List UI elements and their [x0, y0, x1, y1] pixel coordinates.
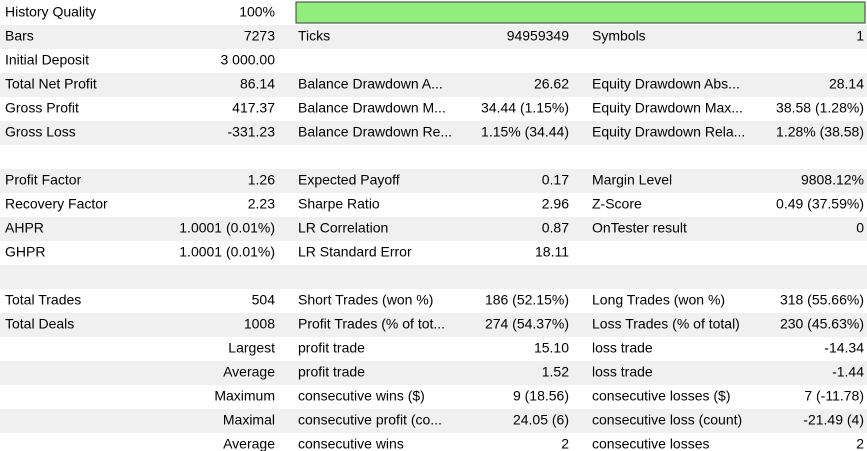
- label: Recovery Factor: [5, 196, 108, 212]
- value: 1008: [244, 316, 275, 332]
- label: LR Standard Error: [298, 244, 412, 260]
- label: Initial Deposit: [5, 52, 89, 68]
- value: 2.23: [248, 196, 275, 212]
- value: 18.11: [535, 244, 569, 260]
- label: Gross Profit: [5, 100, 79, 116]
- value: 0.87: [542, 220, 569, 236]
- value: 318 (55.66%): [780, 292, 864, 308]
- value: 38.58 (1.28%): [776, 100, 864, 116]
- value: 1.52: [542, 364, 569, 380]
- label: loss trade: [592, 364, 653, 380]
- label: consecutive profit (co...: [298, 412, 442, 428]
- label: Balance Drawdown A...: [298, 76, 443, 92]
- label: profit trade: [298, 364, 365, 380]
- row-shade: [0, 409, 867, 433]
- value: 7273: [244, 28, 275, 44]
- label: Sharpe Ratio: [298, 196, 380, 212]
- value: Maximal: [223, 412, 275, 428]
- value: 274 (54.37%): [485, 316, 569, 332]
- value: 2.96: [542, 196, 569, 212]
- value: 15.10: [534, 340, 569, 356]
- value: 94959349: [507, 28, 570, 44]
- label: Loss Trades (% of total): [592, 316, 740, 332]
- label: Z-Score: [592, 196, 642, 212]
- label: Symbols: [592, 28, 646, 44]
- label: Total Deals: [5, 316, 74, 332]
- label: GHPR: [5, 244, 45, 260]
- label: consecutive wins ($): [298, 388, 425, 404]
- value: 1.28% (38.58): [776, 124, 864, 140]
- value: 7 (-11.78): [804, 388, 864, 404]
- value: 9 (18.56): [513, 388, 569, 404]
- value: 2: [856, 436, 864, 451]
- label: History Quality: [5, 4, 96, 20]
- value: 3 000.00: [221, 52, 276, 68]
- quality-bar: [295, 1, 866, 24]
- row-shade: [0, 217, 867, 241]
- row-shade: [0, 265, 867, 289]
- label: Long Trades (won %): [592, 292, 725, 308]
- value: 0.49 (37.59%): [776, 196, 864, 212]
- value: Average: [223, 364, 275, 380]
- label: consecutive losses ($): [592, 388, 731, 404]
- value: 2: [561, 436, 569, 451]
- value: 34.44 (1.15%): [481, 100, 569, 116]
- value: 1.0001 (0.01%): [179, 220, 275, 236]
- label: Ticks: [298, 28, 330, 44]
- value: 1.26: [248, 172, 275, 188]
- label: LR Correlation: [298, 220, 388, 236]
- row-shade: [0, 313, 867, 337]
- row-shade: [0, 121, 867, 145]
- value: 186 (52.15%): [485, 292, 569, 308]
- label: AHPR: [5, 220, 44, 236]
- value: Maximum: [214, 388, 275, 404]
- label: Total Trades: [5, 292, 81, 308]
- label: Profit Trades (% of tot...: [298, 316, 445, 332]
- label: Short Trades (won %): [298, 292, 433, 308]
- value: -1.44: [832, 364, 864, 380]
- value: Largest: [228, 340, 275, 356]
- value: 0.17: [542, 172, 569, 188]
- label: Bars: [5, 28, 34, 44]
- label: Expected Payoff: [298, 172, 400, 188]
- label: consecutive loss (count): [592, 412, 742, 428]
- value: 0: [856, 220, 864, 236]
- value: -21.49 (4): [803, 412, 864, 428]
- value: 1.0001 (0.01%): [179, 244, 275, 260]
- label: Equity Drawdown Abs...: [592, 76, 740, 92]
- label: consecutive wins: [298, 436, 404, 451]
- value: 9808.12%: [801, 172, 864, 188]
- label: Total Net Profit: [5, 76, 97, 92]
- label: Profit Factor: [5, 172, 82, 188]
- row-shade: [0, 169, 867, 193]
- value: 100%: [239, 4, 275, 20]
- row-shade: [0, 361, 867, 385]
- row-shade: [0, 25, 867, 49]
- label: OnTester result: [592, 220, 687, 236]
- value: -14.34: [824, 340, 864, 356]
- value: 1.15% (34.44): [481, 124, 569, 140]
- label: profit trade: [298, 340, 365, 356]
- row-shade: [0, 73, 867, 97]
- label: Gross Loss: [5, 124, 76, 140]
- label: Margin Level: [592, 172, 672, 188]
- label: Balance Drawdown M...: [298, 100, 446, 116]
- value: 504: [252, 292, 276, 308]
- label: Equity Drawdown Max...: [592, 100, 743, 116]
- label: loss trade: [592, 340, 653, 356]
- value: 230 (45.63%): [780, 316, 864, 332]
- value: 417.37: [232, 100, 275, 116]
- value: 28.14: [829, 76, 864, 92]
- value: 24.05 (6): [513, 412, 569, 428]
- value: -331.23: [228, 124, 276, 140]
- label: consecutive losses: [592, 436, 710, 451]
- value: Average: [223, 436, 275, 451]
- label: Balance Drawdown Re...: [298, 124, 452, 140]
- value: 86.14: [240, 76, 275, 92]
- value: 26.62: [534, 76, 569, 92]
- label: Equity Drawdown Rela...: [592, 124, 745, 140]
- value: 1: [856, 28, 864, 44]
